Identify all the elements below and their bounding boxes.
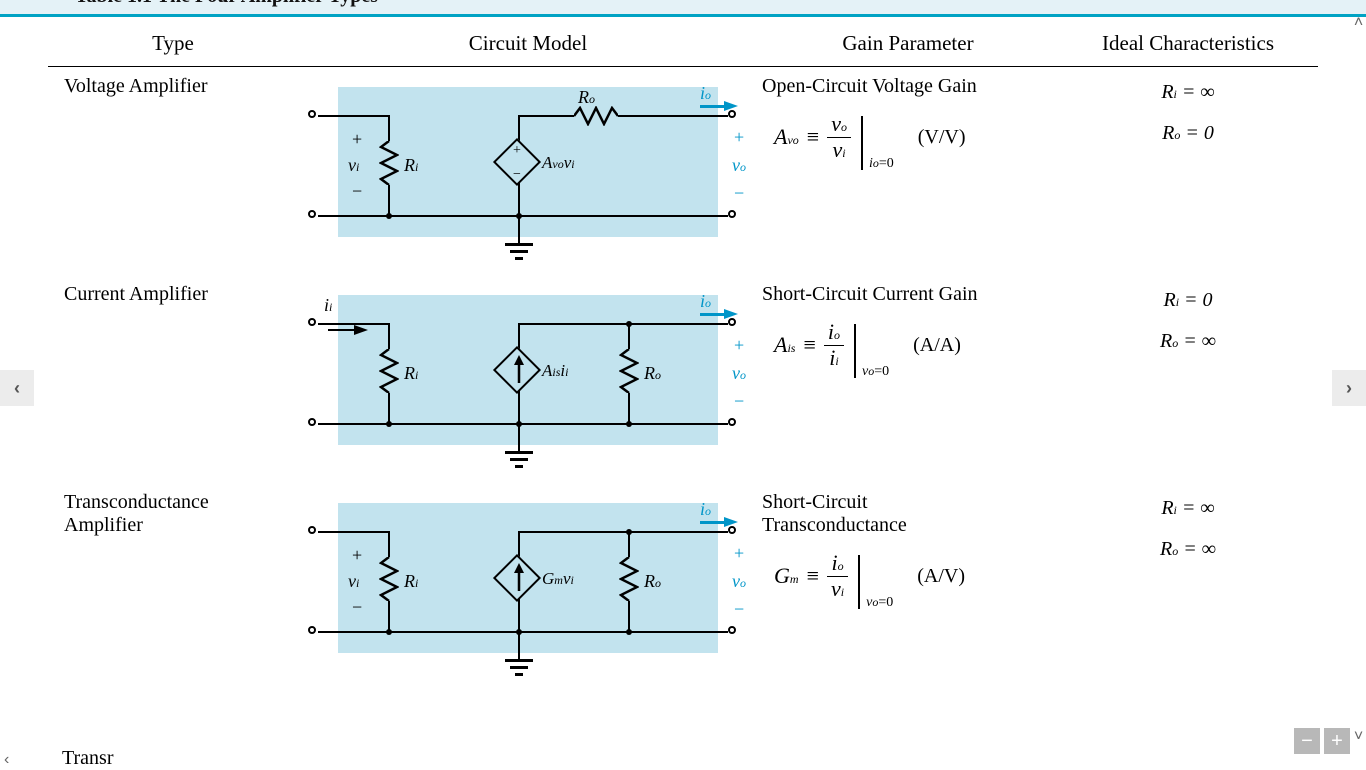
type-cell: TransconductanceAmplifier [48, 483, 298, 691]
resistor-icon [379, 557, 399, 601]
col-ideal: Ideal Characteristics [1058, 25, 1318, 67]
resistor-icon [574, 106, 618, 126]
circuit-diagram: RiiiAisii Ro io+vo− [308, 283, 748, 483]
input-bot-terminal [308, 626, 316, 634]
circuit-diagram: Ri+vi−Gmvi Ro io+vo− [308, 491, 748, 691]
scroll-up-icon[interactable]: ˄ [1354, 14, 1363, 32]
zoom-out-button[interactable]: − [1294, 728, 1320, 754]
circuit-cell: Ri+vi−Gmvi Ro io+vo− [298, 483, 758, 691]
gain-cell: Short-CircuitTransconductance Gm ≡ io vi… [758, 483, 1058, 691]
prev-page-button[interactable]: ‹ [0, 370, 34, 406]
output-top-terminal [728, 318, 736, 326]
input-bot-terminal [308, 418, 316, 426]
next-row-cutoff: Transr [62, 747, 114, 770]
resistor-icon [379, 349, 399, 393]
input-top-terminal [308, 526, 316, 534]
ideal-cell: Ri = ∞ Ro = ∞ [1058, 483, 1318, 691]
circuit-cell: RiiiAisii Ro io+vo− [298, 275, 758, 483]
scroll-left-icon[interactable]: ‹ [4, 751, 9, 769]
col-circuit: Circuit Model [298, 25, 758, 67]
input-bot-terminal [308, 210, 316, 218]
table-title-bar: Table 1.1 The Four Amplifier Types [0, 0, 1366, 14]
type-cell: Current Amplifier [48, 275, 298, 483]
gain-cell: Short-Circuit Current Gain Ais ≡ io ii v… [758, 275, 1058, 483]
table-row: TransconductanceAmplifier Ri+vi−Gmvi Ro … [48, 483, 1318, 691]
next-page-button[interactable]: › [1332, 370, 1366, 406]
output-bot-terminal [728, 210, 736, 218]
resistor-icon [619, 349, 639, 393]
horizontal-scrollbar[interactable]: ‹ [0, 752, 9, 768]
ideal-cell: Ri = ∞ Ro = 0 [1058, 67, 1318, 276]
input-top-terminal [308, 318, 316, 326]
gain-title: Short-CircuitTransconductance [762, 491, 1054, 537]
vertical-scrollbar[interactable]: ˄ ˅ [1351, 14, 1366, 32]
input-top-terminal [308, 110, 316, 118]
ideal-cell: Ri = 0 Ro = ∞ [1058, 275, 1318, 483]
circuit-diagram: Ri+vi−+−Avovi Ro io+vo− [308, 75, 748, 275]
gain-formula: Avo ≡ vo vi io=0 (V/V) [762, 110, 1054, 164]
gain-formula: Gm ≡ io vi vo=0 (A/V) [762, 549, 1054, 603]
zoom-in-button[interactable]: + [1324, 728, 1350, 754]
table-title: Table 1.1 The Four Amplifier Types [75, 0, 378, 6]
output-bot-terminal [728, 626, 736, 634]
teal-rule [0, 14, 1366, 17]
scroll-down-icon[interactable]: ˅ [1354, 728, 1363, 746]
resistor-icon [379, 141, 399, 185]
col-gain: Gain Parameter [758, 25, 1058, 67]
table-row: Current Amplifier RiiiAisii Ro io+vo− Sh… [48, 275, 1318, 483]
output-bot-terminal [728, 418, 736, 426]
resistor-icon [619, 557, 639, 601]
gain-title: Short-Circuit Current Gain [762, 283, 1054, 306]
output-top-terminal [728, 526, 736, 534]
amplifier-table: Type Circuit Model Gain Parameter Ideal … [48, 25, 1318, 691]
type-cell: Voltage Amplifier [48, 67, 298, 276]
col-type: Type [48, 25, 298, 67]
table-row: Voltage Amplifier Ri+vi−+−Avovi Ro io+vo… [48, 67, 1318, 276]
circuit-cell: Ri+vi−+−Avovi Ro io+vo− [298, 67, 758, 276]
gain-cell: Open-Circuit Voltage Gain Avo ≡ vo vi io… [758, 67, 1058, 276]
gain-title: Open-Circuit Voltage Gain [762, 75, 1054, 98]
zoom-controls: − + [1294, 728, 1350, 754]
gain-formula: Ais ≡ io ii vo=0 (A/A) [762, 318, 1054, 372]
output-top-terminal [728, 110, 736, 118]
